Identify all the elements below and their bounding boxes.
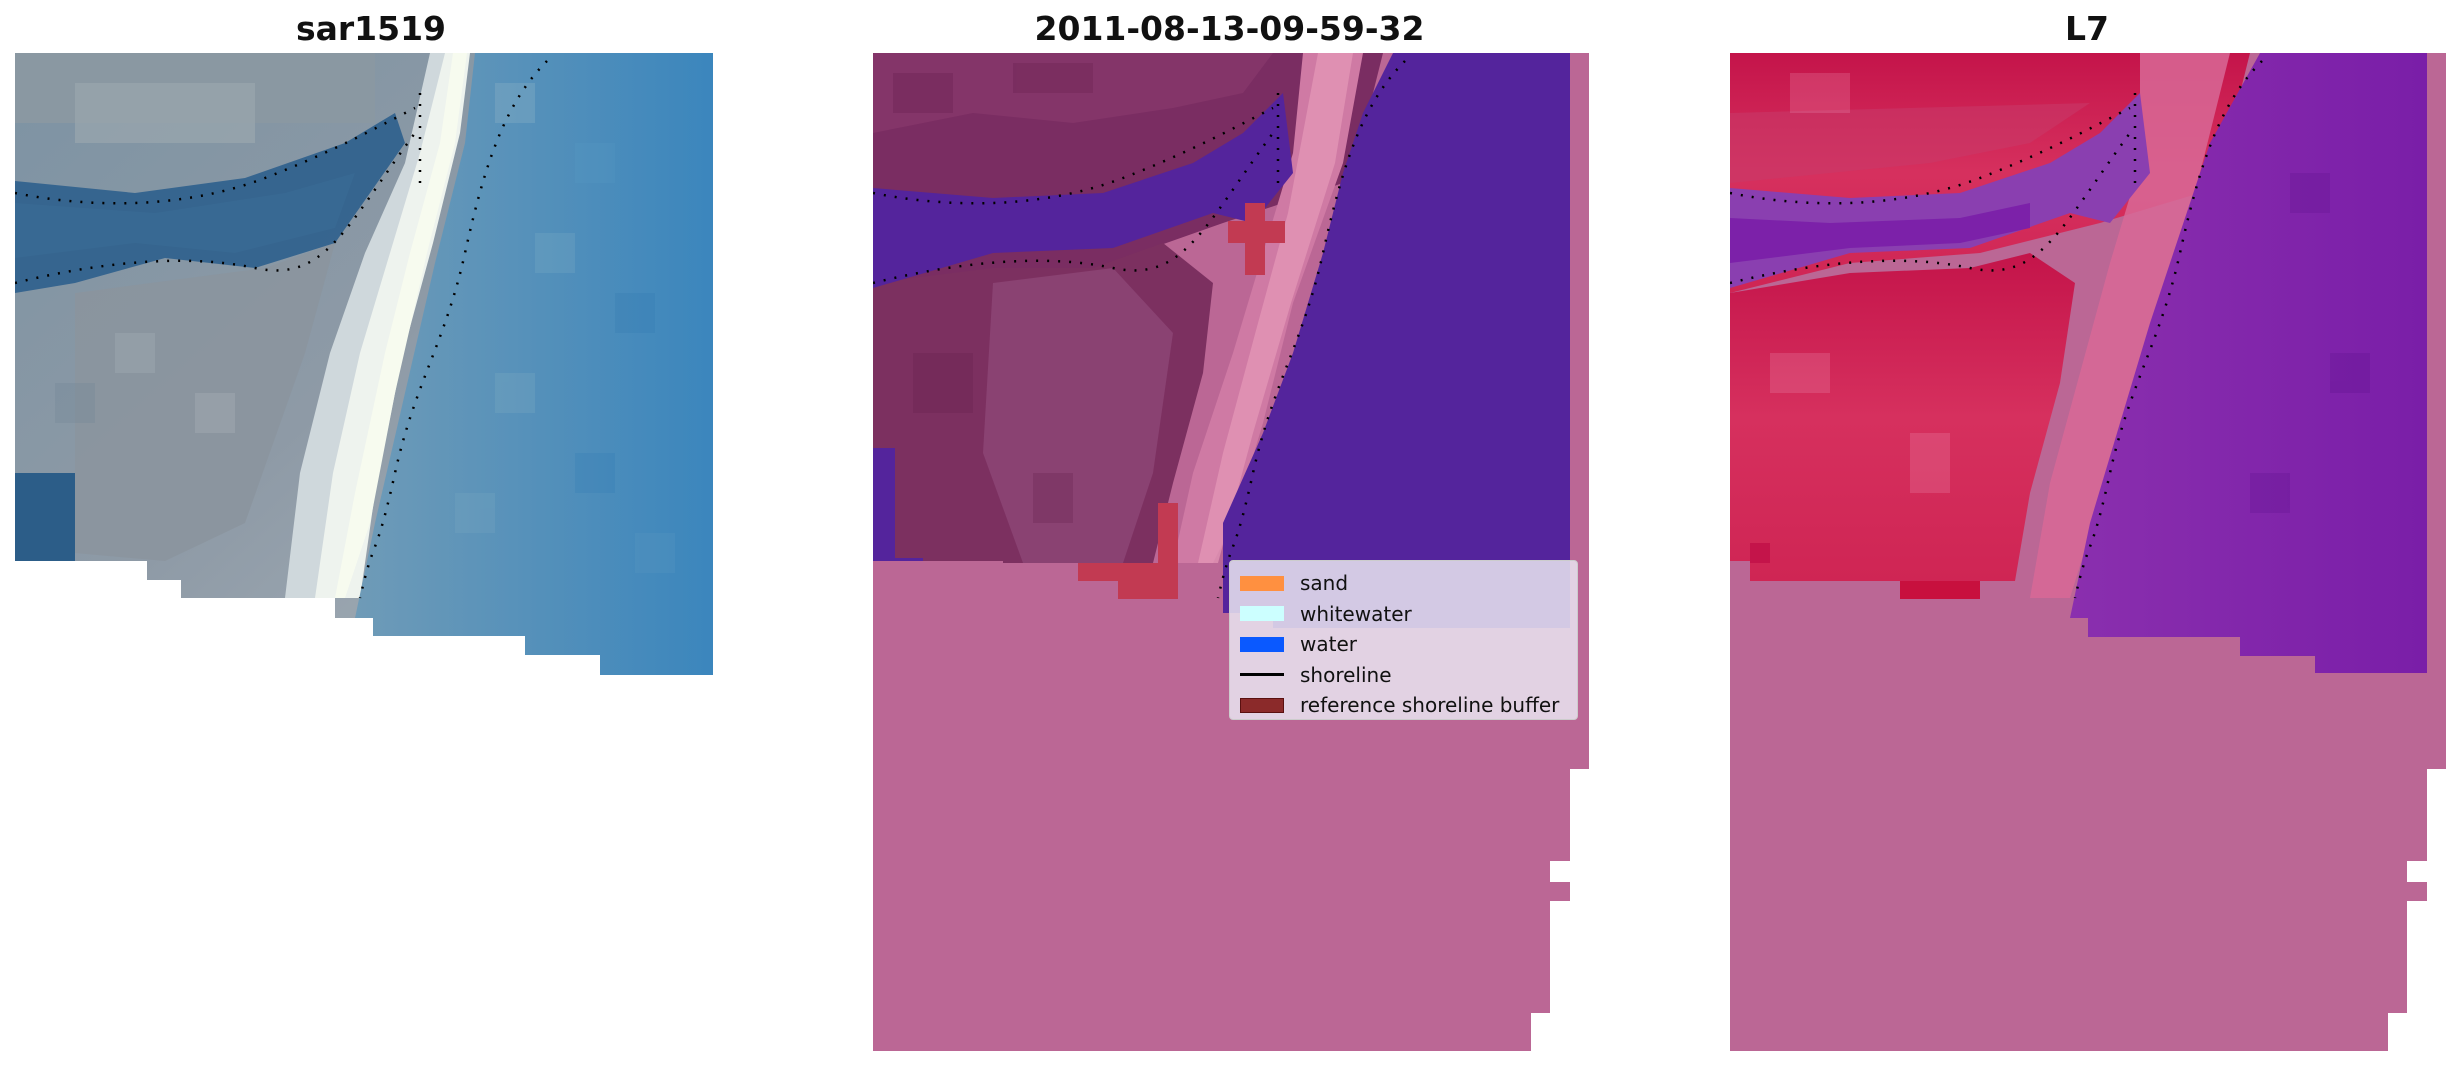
legend-item-shoreline: shoreline xyxy=(1240,660,1567,691)
legend-swatch-reference-buffer xyxy=(1240,697,1284,713)
reference-shoreline-buffer xyxy=(1078,203,1285,599)
ndwi-image xyxy=(1730,53,2446,1051)
ndwi-panel xyxy=(1730,53,2446,1051)
legend-item-reference-buffer: reference shoreline buffer xyxy=(1240,690,1567,721)
legend-label-reference-buffer: reference shoreline buffer xyxy=(1300,693,1560,718)
panel-title-classification: 2011-08-13-09-59-32 xyxy=(1034,9,1425,48)
rgb-image-panel xyxy=(15,53,713,675)
legend-item-whitewater: whitewater xyxy=(1240,599,1567,630)
legend-label-water: water xyxy=(1300,632,1357,657)
classification-panel xyxy=(873,53,1589,1051)
legend-line-shoreline xyxy=(1240,673,1284,677)
shoreline-ndwi xyxy=(1730,60,2263,599)
legend-label-whitewater: whitewater xyxy=(1300,601,1412,626)
panel-title-rgb: sar1519 xyxy=(295,9,447,48)
classification-image xyxy=(873,53,1589,1051)
legend-item-water: water xyxy=(1240,629,1567,660)
rgb-image xyxy=(15,53,713,675)
shoreline-classification xyxy=(873,60,1406,599)
shoreline-rgb xyxy=(15,60,548,599)
panel-title-ndwi: L7 xyxy=(2065,9,2109,48)
legend-item-sand: sand xyxy=(1240,568,1567,599)
legend-swatch-sand xyxy=(1240,575,1284,591)
legend-label-sand: sand xyxy=(1300,571,1349,596)
legend: sand whitewater water shoreline referenc… xyxy=(1229,560,1578,720)
legend-swatch-whitewater xyxy=(1240,606,1284,622)
legend-label-shoreline: shoreline xyxy=(1300,662,1392,687)
legend-swatch-water xyxy=(1240,636,1284,652)
